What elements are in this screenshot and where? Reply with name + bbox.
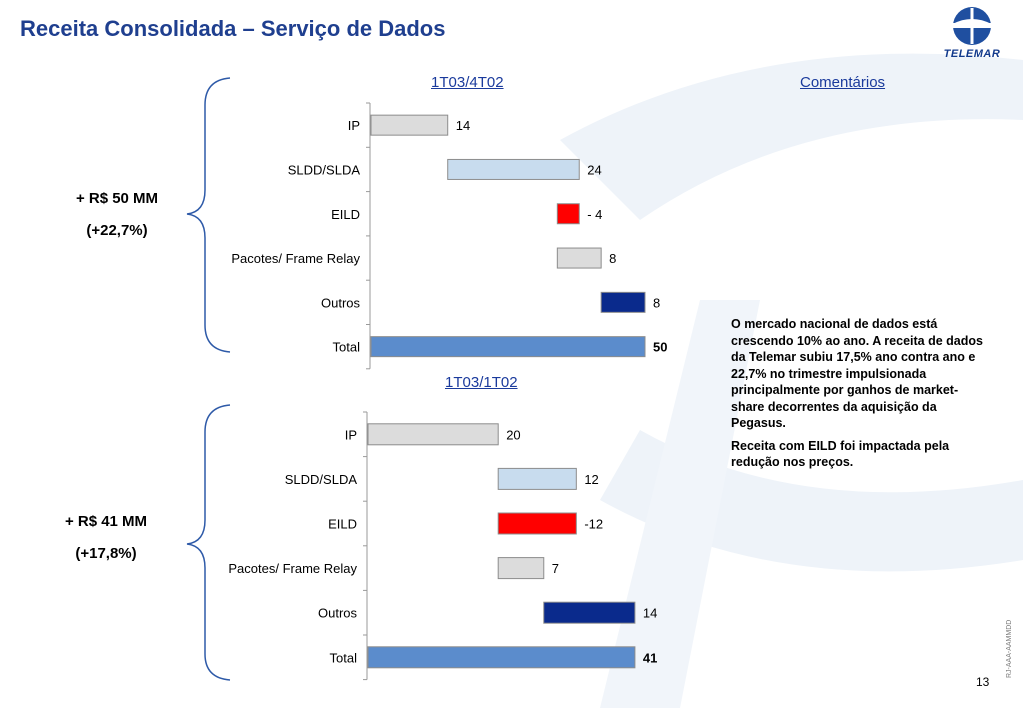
comment-paragraph-1: O mercado nacional de dados está crescen… [731, 317, 983, 430]
category-label: SLDD/SLDA [285, 472, 358, 487]
category-label: SLDD/SLDA [288, 162, 361, 177]
data-label: 20 [506, 427, 520, 442]
category-label: IP [348, 118, 360, 133]
data-label: 14 [456, 118, 470, 133]
category-label: Outros [318, 606, 358, 621]
category-label: Total [333, 340, 361, 355]
data-label: 8 [609, 251, 616, 266]
summary-1-percent: (+22,7%) [86, 222, 148, 239]
telemar-logo [948, 7, 996, 45]
bar-sldd-slda [497, 467, 577, 490]
chart-2-plot: IP 20 SLDD/SLDA 12 EILD -12 Pacotes/ Frame Rel… [228, 411, 657, 681]
chart-1-plot: IP 14 SLDD/SLDA 24 EILD - 4 Pacotes/ Frame Rel… [231, 102, 667, 370]
bar-eild [556, 203, 580, 225]
bar-total [367, 646, 636, 669]
category-label: Total [330, 650, 358, 665]
chart-title-1: 1T03/4T02 [431, 74, 504, 91]
bar-pacotes-frame-relay [497, 557, 545, 580]
summary-2: + R$ 41 MM (+17,8%) [46, 506, 166, 570]
data-label: - 4 [587, 207, 602, 222]
comments-text: O mercado nacional de dados está crescen… [731, 316, 983, 477]
bar-total [370, 336, 646, 358]
data-label: 41 [643, 650, 657, 665]
summary-2-percent: (+17,8%) [75, 545, 137, 562]
bar-ip [370, 114, 449, 136]
page-number: 13 [976, 675, 990, 689]
category-label: Pacotes/ Frame Relay [231, 251, 360, 266]
footer-code: RJ-AAA-AAMMDD [1006, 619, 1013, 678]
bar-sldd-slda [447, 158, 580, 180]
category-label: IP [345, 427, 357, 442]
chart-title-2: 1T03/1T02 [445, 374, 518, 391]
summary-1-amount: + R$ 50 MM [75, 190, 159, 207]
summary-1: + R$ 50 MM (+22,7%) [57, 183, 177, 247]
bar-pacotes-frame-relay [556, 247, 602, 269]
bar-ip [367, 423, 499, 446]
data-label: 24 [587, 162, 601, 177]
data-label: -12 [584, 517, 603, 532]
category-label: EILD [328, 517, 357, 532]
brace-2 [186, 404, 231, 681]
data-label: 8 [653, 295, 660, 310]
comment-paragraph-2: Receita com EILD foi impactada pela redu… [731, 438, 950, 470]
summary-2-amount: + R$ 41 MM [64, 513, 148, 530]
logo-text: TELEMAR [943, 48, 1001, 60]
brace-1 [186, 77, 231, 353]
bar-eild [497, 512, 577, 535]
data-label: 14 [643, 606, 657, 621]
bar-outros [600, 291, 646, 313]
data-label: 12 [584, 472, 598, 487]
category-label: EILD [331, 207, 360, 222]
category-label: Outros [321, 295, 361, 310]
comments-title: Comentários [800, 74, 886, 91]
bar-outros [543, 601, 636, 624]
data-label: 50 [653, 340, 667, 355]
data-label: 7 [552, 561, 559, 576]
category-label: Pacotes/ Frame Relay [228, 561, 357, 576]
page-title: Receita Consolidada – Serviço de Dados [20, 16, 446, 41]
